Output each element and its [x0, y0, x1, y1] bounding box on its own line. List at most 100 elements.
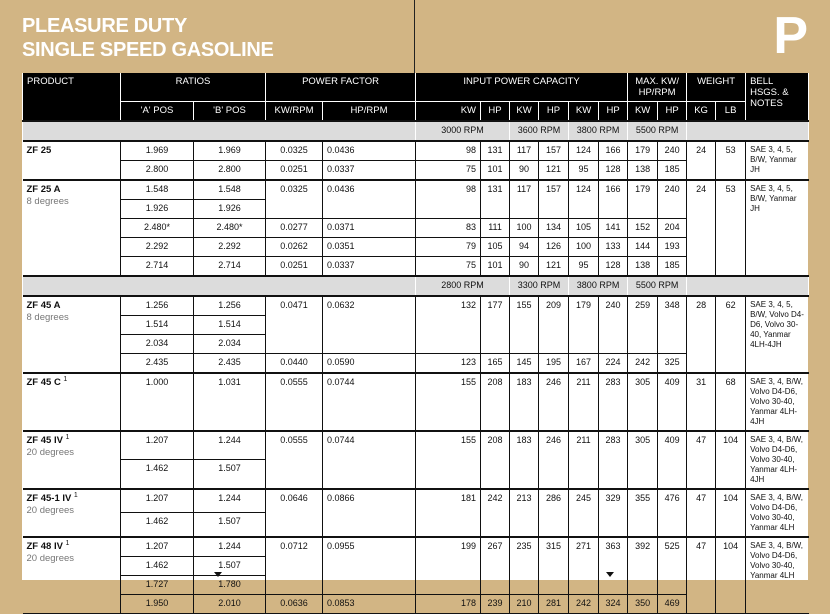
product-name: ZF 48 IV	[26, 540, 63, 552]
ratio-b-pos: 2.480*	[192, 217, 267, 238]
bell-housing-notes: SAE 3, 4, B/W, Volvo D4-D6, Volvo 30-40,…	[745, 371, 809, 431]
weight-kg: 47	[686, 487, 717, 537]
col-kw-rpm: KW/RPM	[265, 101, 324, 121]
capacity-hp: 267	[480, 535, 511, 595]
product-name: ZF 45 IV	[26, 434, 63, 446]
col-a-pos: 'A' POS	[120, 101, 194, 121]
product-cell: ZF 45 C 1	[22, 371, 121, 431]
capacity-hp: 166	[598, 140, 629, 161]
max-hp: 348	[657, 295, 688, 354]
footnote-marker: 1	[65, 539, 70, 547]
rpm-label: 3800 RPM	[568, 119, 629, 142]
product-cell: ZF 25	[22, 140, 121, 180]
col-bell-notes: BELL HSGS. & NOTES	[745, 73, 810, 121]
capacity-hp: 363	[598, 535, 629, 595]
capacity-hp: 133	[598, 236, 629, 257]
ratio-a-pos: 2.714	[120, 255, 194, 276]
bell-housing-notes: SAE 3, 4, B/W, Volvo D4-D6, Volvo 30-40,…	[745, 487, 809, 537]
bell-housing-notes: SAE 3, 4, B/W, Volvo D4-D6, Volvo 30-40,…	[745, 429, 809, 489]
product-subtitle: 8 degrees	[26, 311, 69, 323]
max-hp: 469	[657, 593, 688, 614]
bell-housing-notes: SAE 3, 4, 5, B/W, Volvo D4-D6, Volvo 30-…	[745, 295, 809, 373]
col-hp: HP	[538, 101, 570, 121]
max-hp: 476	[657, 487, 688, 537]
capacity-hp: 324	[598, 593, 629, 614]
power-factor-kw-rpm: 0.0277	[265, 217, 324, 238]
weight-kg: 28	[686, 295, 717, 373]
max-hp: 409	[657, 371, 688, 431]
capacity-kw: 271	[568, 535, 600, 595]
capacity-hp: 177	[480, 295, 511, 354]
capacity-hp: 246	[538, 429, 570, 489]
capacity-hp: 157	[538, 140, 570, 161]
capacity-hp: 141	[598, 217, 629, 238]
continue-marker-icon	[606, 572, 614, 577]
ratio-a-pos: 2.292	[120, 236, 194, 257]
product-name: ZF 25	[26, 144, 52, 156]
spec-table-body: 3000 RPM 3600 RPM 3800 RPM 5500 RPM ZF 25 1.9…	[22, 119, 810, 614]
weight-kg: 24	[686, 140, 717, 180]
rpm-row-blank	[22, 119, 417, 142]
power-factor-kw-rpm: 0.0712	[265, 535, 324, 595]
capacity-kw: 124	[568, 140, 600, 161]
ratio-b-pos: 2.714	[192, 255, 267, 276]
max-kw: 242	[627, 352, 659, 373]
ratio-b-pos: 1.926	[192, 198, 267, 219]
capacity-kw: 90	[509, 159, 540, 180]
page-title: PLEASURE DUTY SINGLE SPEED GASOLINE	[22, 14, 274, 62]
power-factor-hp-rpm: 0.0866	[322, 487, 417, 537]
capacity-hp: 208	[480, 429, 511, 489]
capacity-kw: 179	[568, 295, 600, 354]
ratio-b-pos: 1.256	[192, 295, 267, 316]
weight-lb: 53	[715, 140, 747, 180]
capacity-kw: 155	[415, 371, 482, 431]
capacity-kw: 210	[509, 593, 540, 614]
ratio-b-pos: 2.435	[192, 352, 267, 373]
max-kw: 179	[627, 140, 659, 161]
product-subtitle: 20 degrees	[26, 552, 75, 564]
power-factor-hp-rpm: 0.0744	[322, 371, 417, 431]
table-row: 1.462 1.507	[23, 459, 809, 489]
power-factor-kw-rpm: 0.0636	[265, 593, 324, 614]
ratio-a-pos: 2.435	[120, 352, 194, 373]
col-hp: HP	[480, 101, 511, 121]
weight-lb: 53	[715, 178, 747, 276]
max-kw: 392	[627, 535, 659, 595]
capacity-hp: 128	[598, 159, 629, 180]
ratio-a-pos: 1.548	[120, 178, 194, 200]
capacity-kw: 75	[415, 255, 482, 276]
capacity-kw: 83	[415, 217, 482, 238]
rpm-label: 5500 RPM	[627, 119, 688, 142]
page-spine-divider	[414, 0, 415, 80]
max-kw: 179	[627, 178, 659, 219]
title-line-2: SINGLE SPEED GASOLINE	[22, 39, 274, 61]
weight-kg: 24	[686, 178, 717, 276]
max-kw: 138	[627, 255, 659, 276]
table-row: 1.462 1.507	[23, 512, 809, 537]
power-factor-hp-rpm: 0.0744	[322, 429, 417, 489]
col-max-kw-hp: HP	[657, 101, 688, 121]
power-factor-kw-rpm: 0.0325	[265, 140, 324, 161]
product-subtitle: 8 degrees	[26, 195, 69, 207]
power-factor-kw-rpm: 0.0251	[265, 255, 324, 276]
capacity-kw: 155	[509, 295, 540, 354]
capacity-kw: 235	[509, 535, 540, 595]
col-hp-rpm: HP/RPM	[322, 101, 417, 121]
capacity-kw: 213	[509, 487, 540, 537]
capacity-kw: 117	[509, 140, 540, 161]
ratio-a-pos: 1.256	[120, 295, 194, 316]
max-kw: 259	[627, 295, 659, 354]
capacity-kw: 100	[509, 217, 540, 238]
ratio-a-pos: 1.207	[120, 535, 194, 557]
rpm-header-row: 2800 RPM 3300 RPM 3800 RPM 5500 RPM	[22, 274, 810, 297]
max-hp: 325	[657, 352, 688, 373]
title-line-1: PLEASURE DUTY	[22, 15, 188, 37]
power-factor-hp-rpm: 0.0436	[322, 178, 417, 219]
ratio-a-pos: 1.462	[120, 512, 194, 537]
ratio-a-pos: 1.462	[120, 459, 194, 489]
max-kw: 305	[627, 371, 659, 431]
capacity-kw: 79	[415, 236, 482, 257]
col-input-power-capacity: INPUT POWER CAPACITY	[415, 73, 629, 102]
ratio-b-pos: 1.507	[192, 459, 267, 489]
capacity-kw: 211	[568, 429, 600, 489]
